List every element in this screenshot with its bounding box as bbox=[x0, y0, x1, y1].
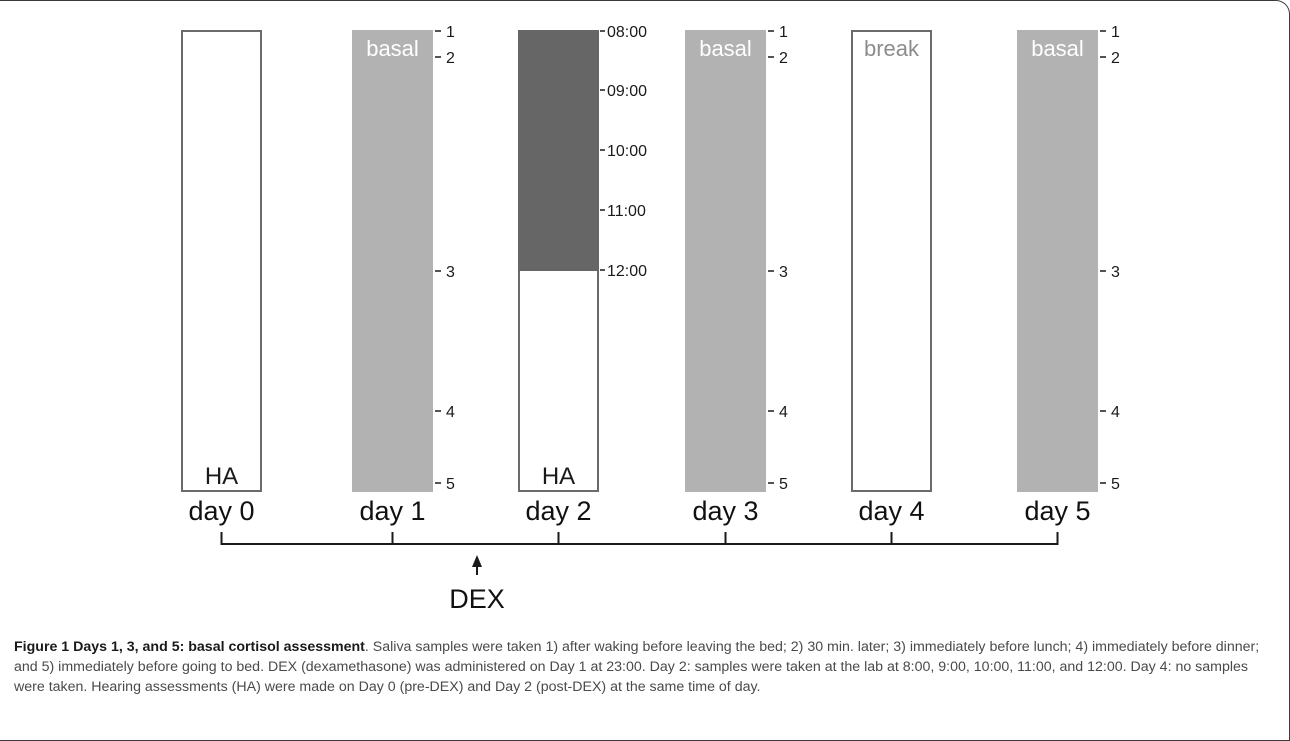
day3-tick-label: 1 bbox=[779, 24, 788, 41]
day2-lab-period bbox=[518, 30, 599, 271]
day1-bar-label: basal bbox=[366, 36, 419, 61]
day0-bar bbox=[181, 30, 262, 492]
day0-label: day 0 bbox=[188, 496, 254, 526]
day3-bar-label: basal bbox=[699, 36, 752, 61]
day2-time-label: 08:00 bbox=[607, 24, 647, 41]
day1-tick-label: 4 bbox=[446, 404, 455, 421]
day3-label: day 3 bbox=[692, 496, 758, 526]
figure-caption-text: . Saliva samples were taken 1) after wak… bbox=[14, 639, 1260, 695]
day5-bar-label: basal bbox=[1031, 36, 1084, 61]
day5-tick-label: 4 bbox=[1111, 404, 1120, 421]
day3-bar bbox=[685, 30, 766, 492]
day2-time-label: 10:00 bbox=[607, 143, 647, 160]
figure-caption: Figure 1 Days 1, 3, and 5: basal cortiso… bbox=[14, 637, 1276, 697]
day0-bar-label: HA bbox=[205, 463, 238, 490]
dex-arrow-head bbox=[472, 555, 482, 567]
day5-tick-label: 3 bbox=[1111, 264, 1120, 281]
day4-label: day 4 bbox=[858, 496, 924, 526]
day1-tick-label: 5 bbox=[446, 476, 455, 493]
day1-tick-label: 3 bbox=[446, 264, 455, 281]
day2-time-label: 11:00 bbox=[607, 203, 646, 220]
figure-caption-title: Figure 1 Days 1, 3, and 5: basal cortiso… bbox=[14, 639, 365, 655]
day5-tick-label: 2 bbox=[1111, 50, 1120, 67]
day1-tick-label: 2 bbox=[446, 50, 455, 67]
day4-bar-label: break bbox=[864, 36, 920, 61]
day1-tick-label: 1 bbox=[446, 24, 455, 41]
timeline-diagram: HA day 0 basal day 1 1 2 3 4 5 HA day 2 08:00 09:00 1… bbox=[181, 24, 1120, 614]
day1-label: day 1 bbox=[359, 496, 425, 526]
day5-bar bbox=[1017, 30, 1098, 492]
day2-label: day 2 bbox=[525, 496, 591, 526]
day5-label: day 5 bbox=[1024, 496, 1090, 526]
day2-time-label: 12:00 bbox=[607, 263, 647, 280]
day1-bar bbox=[352, 30, 433, 492]
day2-bar-label: HA bbox=[542, 463, 575, 490]
day3-tick-label: 4 bbox=[779, 404, 788, 421]
day3-tick-label: 3 bbox=[779, 264, 788, 281]
day2-time-label: 09:00 bbox=[607, 83, 647, 100]
day5-tick-label: 5 bbox=[1111, 476, 1120, 493]
dex-label: DEX bbox=[449, 584, 505, 614]
day4-bar bbox=[851, 30, 932, 492]
day3-tick-label: 5 bbox=[779, 476, 788, 493]
day3-tick-label: 2 bbox=[779, 50, 788, 67]
day5-tick-label: 1 bbox=[1111, 24, 1120, 41]
